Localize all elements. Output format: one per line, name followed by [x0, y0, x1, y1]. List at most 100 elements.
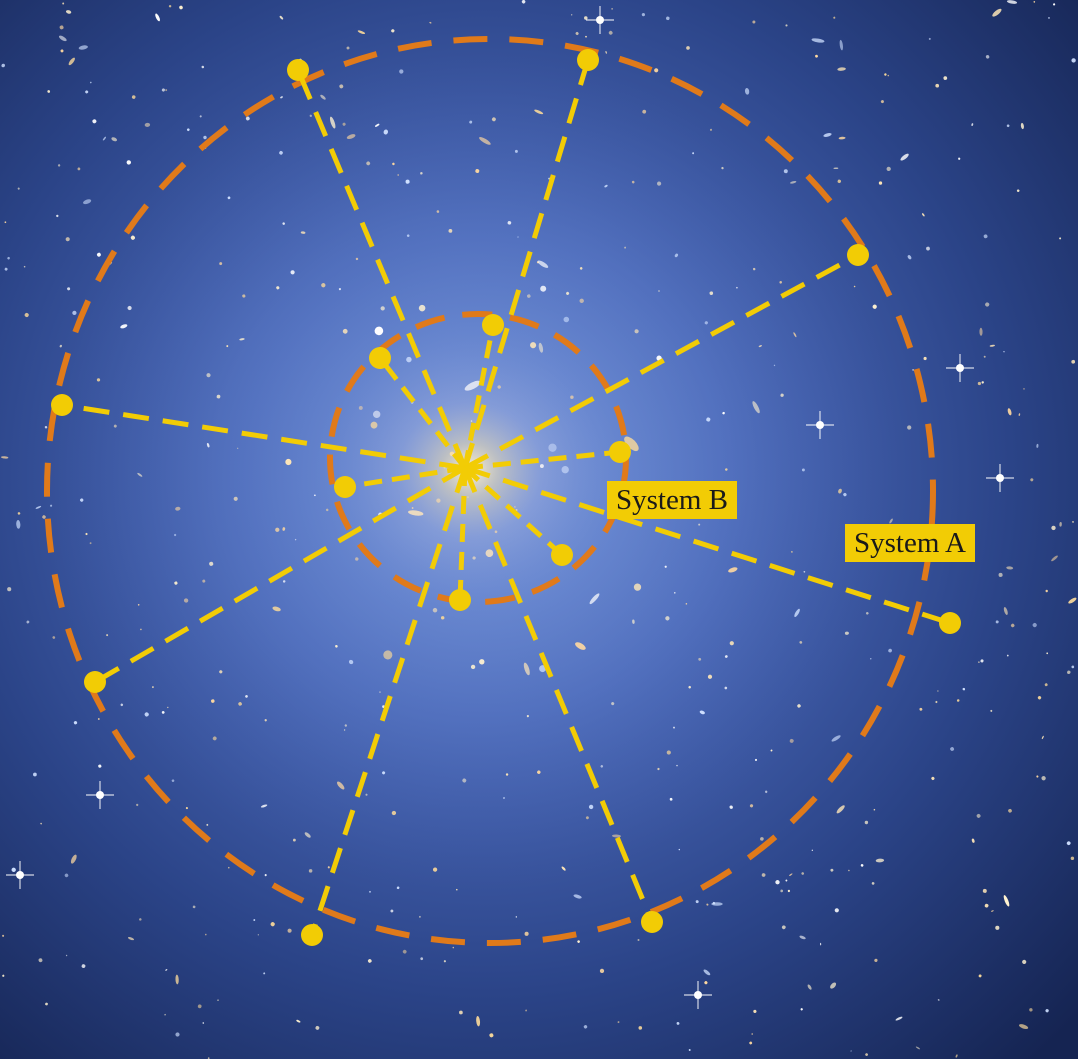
galaxy-dot	[279, 150, 283, 155]
galaxy-dot	[342, 122, 346, 126]
galaxy-dot	[780, 889, 784, 893]
galaxy-dot	[990, 709, 993, 712]
galaxy-dot	[962, 687, 966, 691]
galaxy-dot	[983, 234, 988, 239]
galaxy-dot	[392, 162, 395, 166]
galaxy-dot	[219, 670, 223, 674]
galaxy-dot	[402, 949, 407, 954]
galaxy-dot	[669, 797, 673, 801]
galaxy-dot	[721, 166, 724, 170]
galaxy-dot	[833, 167, 839, 170]
galaxy-dot	[96, 252, 101, 257]
galaxy-dot	[837, 67, 846, 71]
galaxy-dot	[7, 256, 10, 260]
galaxy-dot	[978, 661, 980, 663]
galaxy-dot	[405, 179, 410, 184]
galaxy-dot	[935, 83, 940, 88]
galaxy-dot	[165, 89, 168, 92]
galaxy-dot	[233, 496, 238, 501]
galaxy-dot	[834, 908, 839, 913]
galaxy-dot	[686, 46, 690, 50]
galaxy-dot	[85, 90, 89, 94]
galaxy-dot	[23, 265, 26, 268]
galaxy-dot	[491, 117, 496, 122]
galaxy-dot	[280, 96, 283, 99]
galaxy-dot	[1016, 189, 1020, 192]
galaxy-dot	[992, 8, 1002, 17]
galaxy-dot	[956, 699, 960, 702]
galaxy-dot	[1006, 654, 1009, 657]
endpoint-markers	[51, 49, 961, 946]
system-a-spoke	[93, 465, 467, 685]
galaxy-dot	[4, 267, 8, 271]
galaxy-dot	[346, 46, 350, 50]
galaxy-dot	[537, 260, 549, 268]
system-b-endpoint-icon	[334, 476, 356, 498]
galaxy-dot	[850, 1050, 852, 1052]
system-b-spoke	[457, 467, 468, 601]
galaxy-dot	[865, 1053, 868, 1056]
galaxy-dot	[175, 506, 181, 511]
galaxy-dot	[212, 736, 217, 741]
galaxy-dot	[72, 310, 77, 316]
galaxy-dot	[448, 229, 453, 233]
galaxy-dot	[462, 778, 467, 783]
galaxy-dot	[977, 381, 982, 386]
galaxy-dot	[754, 758, 758, 761]
galaxy-dot	[1071, 359, 1076, 364]
galaxy-dot	[780, 393, 784, 397]
galaxy-dot	[634, 329, 639, 334]
galaxy-dot	[339, 84, 344, 89]
galaxy-dot	[192, 905, 196, 909]
bright-star-icon	[946, 354, 974, 382]
galaxy-dot	[336, 781, 345, 790]
galaxy-dot	[526, 714, 530, 718]
galaxy-dot	[674, 592, 676, 594]
galaxy-dot	[167, 706, 169, 709]
galaxy-dot	[830, 982, 837, 989]
galaxy-dot	[729, 805, 733, 809]
galaxy-dot	[89, 81, 92, 84]
galaxy-dot	[525, 1009, 528, 1012]
galaxy-dot	[397, 174, 400, 176]
galaxy-dot	[866, 612, 869, 615]
system-b-spoke	[378, 356, 467, 470]
galaxy-dot	[995, 620, 999, 624]
galaxy-dot	[59, 25, 64, 30]
system-b-spoke	[344, 465, 466, 490]
galaxy-dot	[599, 968, 605, 974]
galaxy-dot	[68, 57, 75, 66]
system-b-spoke	[463, 466, 564, 557]
galaxy-dot	[1037, 696, 1042, 700]
galaxy-dot	[515, 916, 517, 918]
galaxy-dot	[611, 8, 613, 10]
galaxy-dot	[127, 937, 135, 941]
galaxy-dot	[983, 355, 986, 358]
galaxy-dot	[1070, 856, 1075, 861]
galaxy-dot	[797, 704, 801, 708]
galaxy-dot	[1022, 959, 1027, 965]
galaxy-dot	[503, 797, 505, 799]
system-a-endpoint-icon	[641, 911, 663, 933]
galaxy-dot	[752, 401, 760, 414]
galaxy-dot	[62, 2, 65, 5]
galaxy-dot	[976, 813, 981, 818]
galaxy-dot	[263, 972, 266, 975]
galaxy-dot	[260, 804, 268, 808]
galaxy-dot	[801, 468, 805, 472]
galaxy-dot	[203, 135, 207, 140]
galaxy-dot	[900, 153, 909, 161]
galaxy-dot	[843, 492, 847, 497]
galaxy-dot	[815, 54, 818, 58]
galaxy-dot	[848, 869, 850, 872]
galaxy-dot	[489, 1033, 494, 1038]
system-b-endpoint-icon	[609, 441, 631, 463]
galaxy-dot	[811, 849, 813, 851]
galaxy-dot	[995, 925, 1000, 930]
galaxy-dot	[476, 1015, 481, 1027]
galaxy-dot	[871, 882, 875, 885]
galaxy-dot	[126, 160, 131, 165]
galaxy-dot	[935, 700, 938, 704]
galaxy-dot	[633, 583, 642, 591]
system-b-endpoint-icon	[551, 544, 573, 566]
